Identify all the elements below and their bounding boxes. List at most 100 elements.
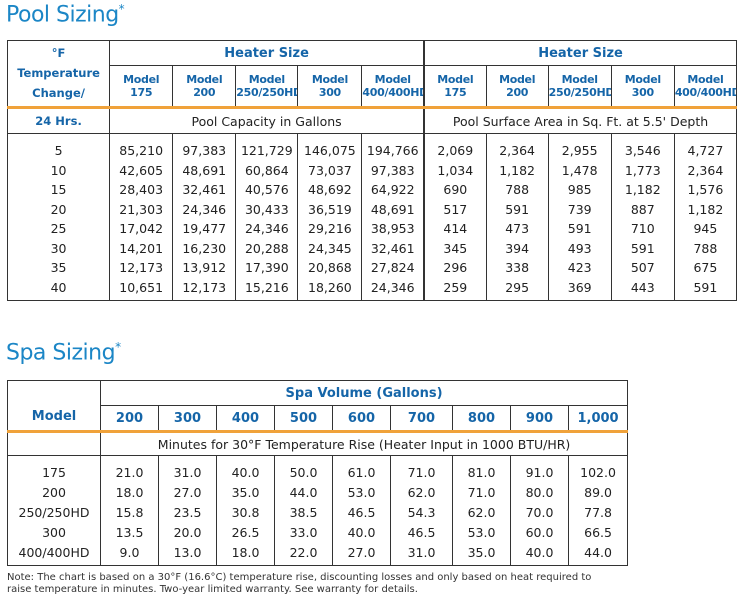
- cell: 17,390: [235, 258, 298, 278]
- cell: 945: [673, 219, 737, 239]
- cell: 2,364: [485, 133, 549, 161]
- corner-line: Temperature: [17, 66, 100, 80]
- cell: 296: [423, 258, 487, 278]
- data-row: 400/400HD 9.0 13.0 18.0 22.0 27.0 31.0 35.0 40.0…: [8, 542, 628, 566]
- cell: 13.5: [100, 522, 159, 542]
- cell: 295: [485, 277, 549, 301]
- model-number: 175: [444, 86, 467, 99]
- model-header: Model 200: [172, 65, 236, 108]
- model-number: 300: [318, 86, 341, 99]
- cell: 35.0: [452, 542, 511, 566]
- cell: 33.0: [274, 522, 333, 542]
- cell: 739: [547, 199, 612, 219]
- cell: 31.0: [390, 542, 453, 566]
- model-word: Model: [311, 73, 348, 86]
- row-label: 5: [54, 143, 63, 159]
- cell: 71.0: [452, 482, 511, 502]
- volume-header: Spa Volume (Gallons): [99, 380, 628, 406]
- cell: 26.5: [216, 522, 275, 542]
- cell: 27.0: [332, 542, 391, 566]
- row-label: 250/250HD: [18, 504, 90, 520]
- cell: 35.0: [216, 482, 275, 502]
- cell: 591: [673, 277, 737, 301]
- cell: 194,766: [361, 133, 425, 161]
- model-number: 250/250HD: [236, 86, 298, 99]
- data-row: 175 21.0 31.0 40.0 50.0 61.0 71.0 81.0 91.0 102.0: [8, 455, 628, 482]
- cell: 31.0: [158, 455, 217, 482]
- cell: 423: [547, 258, 612, 278]
- cell: 2,364: [673, 160, 737, 180]
- data-row: 300 13.5 20.0 26.5 33.0 40.0 46.5 53.0 60.0 66.5: [8, 522, 628, 542]
- data-row: 200 18.0 27.0 35.0 44.0 53.0 62.0 71.0 80.0 89.0: [8, 482, 628, 502]
- note-line: raise temperature in minutes. Two-year l…: [7, 584, 418, 595]
- cell: 24,346: [235, 219, 298, 239]
- cell: 18,260: [297, 277, 362, 301]
- cell: 507: [610, 258, 675, 278]
- model-header: Model 200: [485, 65, 549, 108]
- group-header: Heater Size: [109, 40, 425, 66]
- cell: 414: [423, 219, 487, 239]
- volume: 200: [100, 405, 159, 432]
- cell: 30.8: [216, 502, 275, 522]
- row-label: 400/400HD: [18, 544, 90, 560]
- model-number: 400/400HD: [674, 86, 737, 99]
- data-row: 30 14,201 16,230 20,288 24,345 32,461 345 394 49…: [8, 238, 737, 258]
- cell: 53.0: [452, 522, 511, 542]
- cell: 985: [547, 180, 612, 200]
- cell: 259: [423, 277, 487, 301]
- cell: 675: [673, 258, 737, 278]
- cell: 17,042: [109, 219, 173, 239]
- cell: 18.0: [100, 482, 159, 502]
- cell: 70.0: [510, 502, 569, 522]
- cell: 40.0: [332, 522, 391, 542]
- title-mark: *: [115, 340, 121, 354]
- model-header: Model 300: [610, 65, 675, 108]
- row-label: 15: [50, 182, 67, 198]
- cell: 64,922: [361, 180, 425, 200]
- cell: 23.5: [158, 502, 217, 522]
- cell: 27,824: [361, 258, 425, 278]
- model-header: Model 175: [109, 65, 173, 108]
- model-number: 300: [631, 86, 654, 99]
- cell: 28,403: [109, 180, 173, 200]
- cell: 13.0: [158, 542, 217, 566]
- model-word: Model: [687, 73, 724, 86]
- volume: 600: [332, 405, 391, 432]
- cell: 345: [423, 238, 487, 258]
- cell: 61.0: [332, 455, 391, 482]
- cell: 24,346: [172, 199, 236, 219]
- cell: 46.5: [390, 522, 453, 542]
- cell: 71.0: [390, 455, 453, 482]
- cell: 338: [485, 258, 549, 278]
- subheader: Pool Capacity in Gallons: [109, 106, 425, 134]
- cell: 21,303: [109, 199, 173, 219]
- model-header: Model 250/250HD: [235, 65, 298, 108]
- cell: 85,210: [109, 133, 173, 161]
- cell: 1,773: [610, 160, 675, 180]
- model-word: Model: [374, 73, 411, 86]
- data-row: 25 17,042 19,477 24,346 29,216 38,953 414 473 59…: [8, 219, 737, 239]
- cell: 121,729: [235, 133, 298, 161]
- volume: 800: [452, 405, 511, 432]
- volume: 300: [158, 405, 217, 432]
- blank: [7, 430, 101, 456]
- cell: 24,345: [297, 238, 362, 258]
- cell: 12,173: [109, 258, 173, 278]
- cell: 12,173: [172, 277, 236, 301]
- cell: 591: [547, 219, 612, 239]
- cell: 48,692: [297, 180, 362, 200]
- cell: 443: [610, 277, 675, 301]
- cell: 788: [673, 238, 737, 258]
- row-label: 175: [42, 464, 66, 480]
- corner-line: 24 Hrs.: [7, 106, 110, 134]
- row-label: 10: [50, 162, 67, 178]
- model-header: Model: [31, 409, 77, 424]
- cell: 493: [547, 238, 612, 258]
- row-label: 200: [42, 484, 66, 500]
- cell: 32,461: [361, 238, 425, 258]
- subheader: Pool Surface Area in Sq. Ft. at 5.5' Dep…: [423, 106, 737, 134]
- pool-table: °F Temperature Change/Heater Size Heater Si…: [7, 40, 737, 301]
- subheader-row: Minutes for 30°F Temperature Rise (Heate…: [7, 430, 628, 456]
- row-label: 20: [50, 201, 67, 217]
